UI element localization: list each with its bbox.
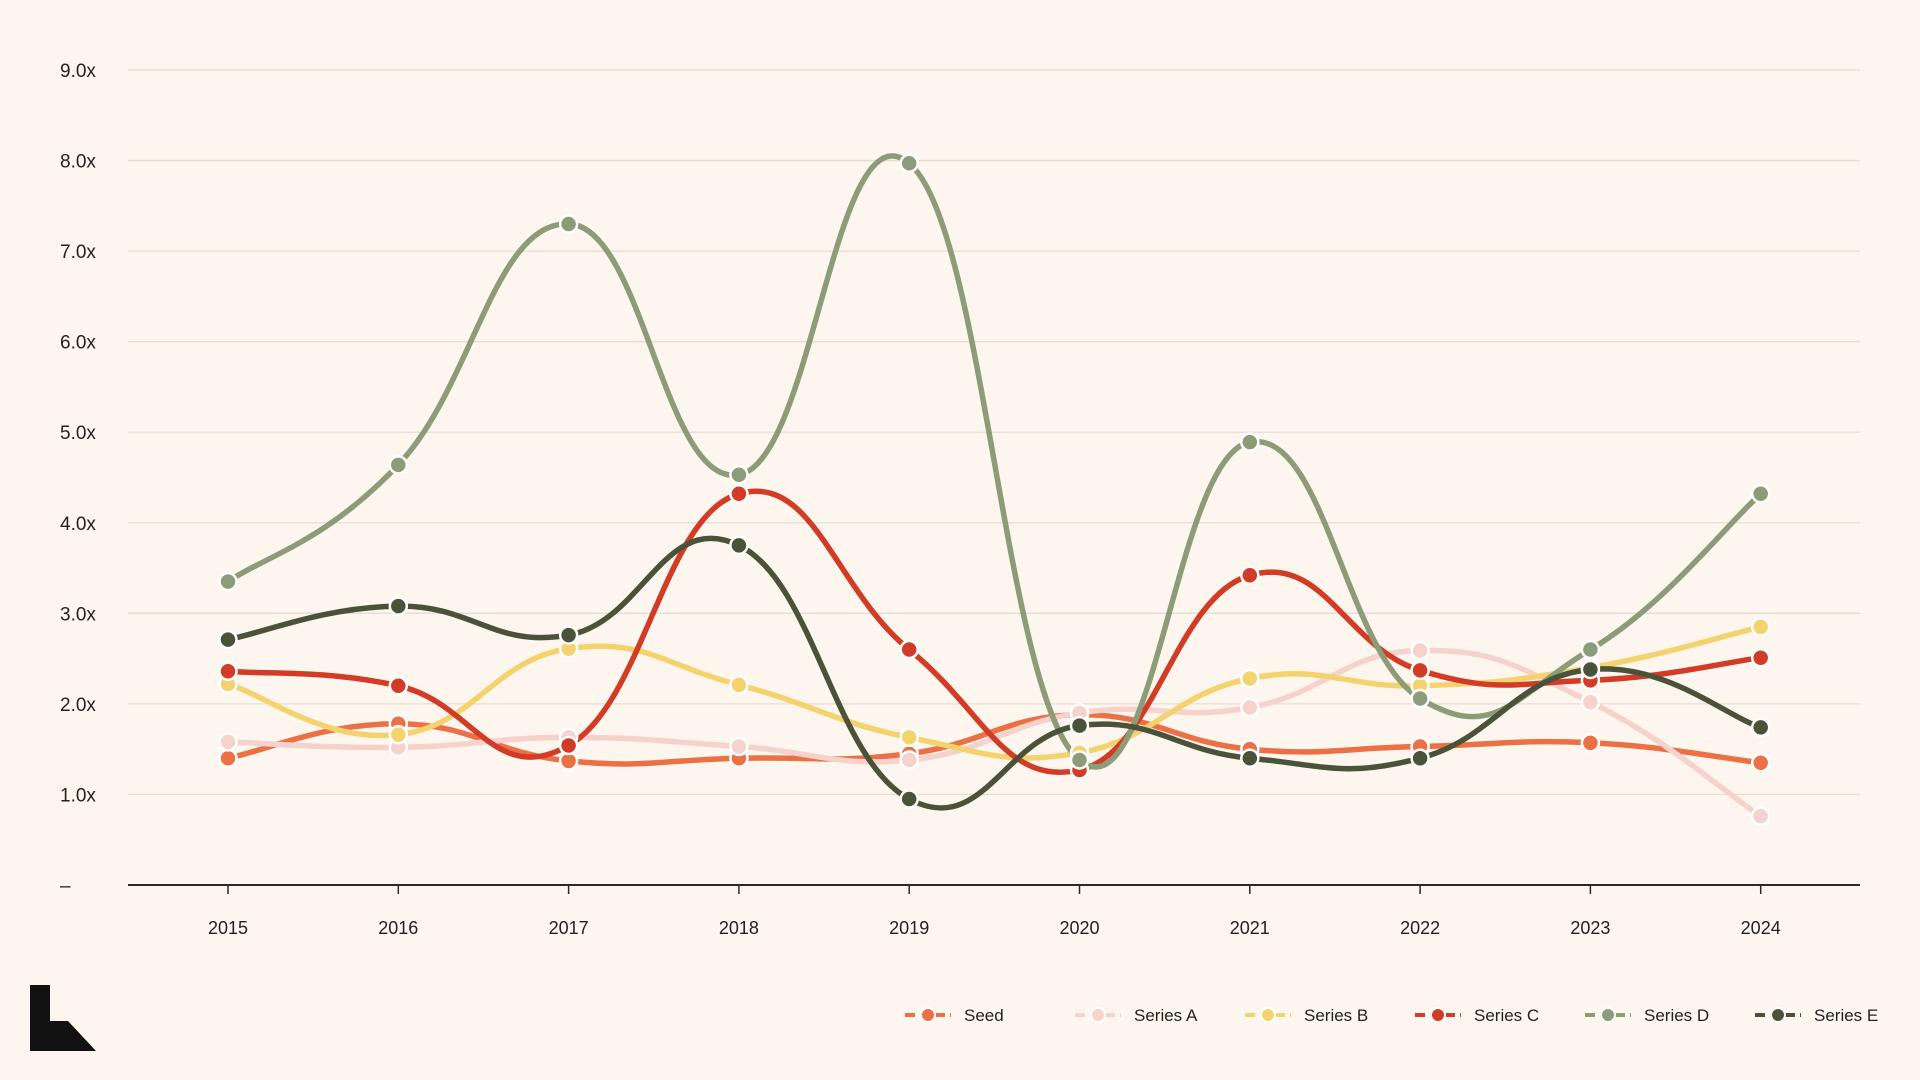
brand-logo-icon [30, 985, 96, 1051]
data-point-series-d[interactable] [1750, 484, 1771, 504]
legend-item-series-a[interactable]: Series A [1075, 1006, 1198, 1025]
series-line-series-c [225, 488, 1764, 775]
legend-item-series-d[interactable]: Series D [1585, 1006, 1709, 1025]
x-tick-label: 2016 [378, 918, 418, 938]
data-point-series-e[interactable] [1069, 715, 1090, 736]
data-point-series-e[interactable] [729, 535, 749, 556]
data-point-series-c[interactable] [899, 639, 919, 660]
data-point-series-e[interactable] [1750, 717, 1771, 738]
data-point-series-b[interactable] [388, 724, 409, 745]
legend-swatch-marker [1600, 1007, 1616, 1023]
data-point-series-b[interactable] [1240, 668, 1260, 689]
y-tick-label: 2.0x [60, 695, 96, 716]
grid-lines [128, 69, 1860, 796]
data-point-series-a[interactable] [1580, 692, 1601, 712]
data-point-series-e[interactable] [1410, 748, 1430, 768]
data-point-series-d[interactable] [899, 153, 919, 174]
y-tick-label: 9.0x [60, 61, 96, 82]
x-axis: 2015 2016 2017 2018 2019 2020 2021 2022 2023 2024 [128, 884, 1860, 938]
legend: Seed Series A Series B Series C Series D Seri… [905, 1006, 1878, 1025]
data-point-series-d[interactable] [1410, 688, 1430, 709]
y-tick-label: 3.0x [60, 604, 96, 625]
data-point-seed[interactable] [1750, 753, 1771, 773]
data-point-series-e[interactable] [218, 629, 238, 650]
data-point-seed[interactable] [1580, 733, 1601, 753]
data-point-series-c[interactable] [1750, 647, 1771, 668]
data-point-series-c[interactable] [388, 676, 409, 696]
data-point-series-e[interactable] [558, 625, 579, 645]
data-point-series-a[interactable] [1750, 806, 1771, 826]
y-tick-label: 4.0x [60, 514, 96, 535]
data-point-series-d[interactable] [1240, 432, 1260, 452]
series-line-series-e [225, 535, 1764, 811]
data-point-series-d[interactable] [1580, 639, 1601, 660]
data-point-series-e[interactable] [899, 789, 919, 809]
data-point-series-b[interactable] [1750, 617, 1771, 637]
legend-label: Series C [1474, 1006, 1539, 1025]
y-tick-label: 6.0x [60, 333, 96, 354]
data-point-series-c[interactable] [558, 735, 579, 756]
data-point-series-d[interactable] [558, 214, 579, 234]
data-point-series-a[interactable] [218, 732, 238, 752]
legend-swatch-marker [1430, 1007, 1446, 1023]
data-point-series-a[interactable] [899, 750, 919, 770]
x-tick-label: 2023 [1570, 918, 1610, 938]
legend-swatch-marker [1770, 1007, 1786, 1023]
data-point-seed[interactable] [218, 748, 238, 768]
data-point-series-a[interactable] [1410, 640, 1430, 661]
data-point-series-e[interactable] [388, 596, 409, 616]
legend-swatch-marker [920, 1007, 936, 1023]
legend-label: Seed [964, 1006, 1004, 1025]
x-tick-label: 2019 [889, 918, 929, 938]
x-tick-label: 2021 [1230, 918, 1270, 938]
x-tick-label: 2024 [1741, 918, 1781, 938]
data-point-series-d[interactable] [218, 571, 238, 592]
series-line-series-b [225, 624, 1764, 761]
x-tick-label: 2020 [1059, 918, 1099, 938]
x-tick-label: 2018 [719, 918, 759, 938]
data-point-series-b[interactable] [899, 727, 919, 748]
data-point-series-d[interactable] [1069, 750, 1090, 770]
data-point-series-e[interactable] [1240, 748, 1260, 768]
legend-swatch-marker [1260, 1007, 1276, 1023]
data-point-series-e[interactable] [1580, 659, 1601, 680]
x-tick-label: 2017 [549, 918, 589, 938]
legend-swatch-marker [1090, 1007, 1106, 1023]
y-axis: – 1.0x 2.0x 3.0x 4.0x 5.0x 6.0x 7.0x 8.0x 9.0x [60, 61, 96, 897]
y-tick-label: 7.0x [60, 242, 96, 263]
y-tick-label: 8.0x [60, 152, 96, 173]
y-tick-label: 5.0x [60, 423, 96, 444]
legend-label: Series B [1304, 1006, 1368, 1025]
data-point-series-b[interactable] [729, 675, 749, 695]
data-point-series-c[interactable] [1240, 565, 1260, 586]
legend-label: Series A [1134, 1006, 1198, 1025]
legend-label: Series E [1814, 1006, 1878, 1025]
data-point-series-a[interactable] [1240, 697, 1260, 718]
legend-item-series-b[interactable]: Series B [1245, 1006, 1368, 1025]
series-points [218, 153, 1771, 826]
x-tick-label: 2015 [208, 918, 248, 938]
data-point-series-c[interactable] [1410, 660, 1430, 681]
data-point-series-c[interactable] [729, 484, 749, 504]
data-point-series-a[interactable] [729, 736, 749, 757]
data-point-series-c[interactable] [218, 661, 238, 682]
series-lines [225, 153, 1764, 819]
legend-item-series-e[interactable]: Series E [1755, 1006, 1878, 1025]
x-tick-label: 2022 [1400, 918, 1440, 938]
y-tick-label: 1.0x [60, 785, 96, 806]
legend-label: Series D [1644, 1006, 1709, 1025]
data-point-series-d[interactable] [388, 455, 409, 475]
data-point-series-d[interactable] [729, 465, 749, 485]
legend-item-seed[interactable]: Seed [905, 1006, 1004, 1025]
y-tick-label: – [60, 876, 71, 897]
series-line-series-d [225, 153, 1764, 770]
legend-item-series-c[interactable]: Series C [1415, 1006, 1539, 1025]
